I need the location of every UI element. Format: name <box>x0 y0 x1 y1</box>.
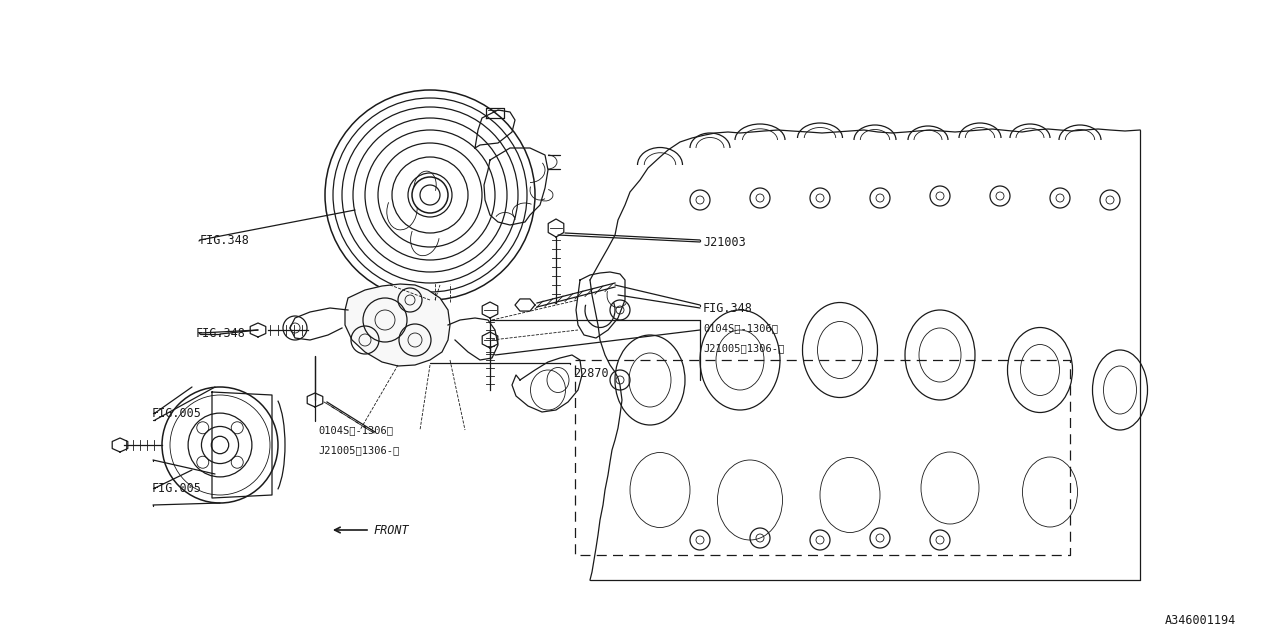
Text: 0104S（-1306）: 0104S（-1306） <box>703 323 778 333</box>
Text: FIG.005: FIG.005 <box>152 406 202 419</box>
Polygon shape <box>346 284 451 366</box>
Text: 0104S（-1306）: 0104S（-1306） <box>317 425 393 435</box>
Text: J21005（1306-）: J21005（1306-） <box>703 343 785 353</box>
Text: A346001194: A346001194 <box>1165 614 1236 627</box>
Text: FIG.348: FIG.348 <box>200 234 250 246</box>
Text: FIG.348: FIG.348 <box>196 326 246 339</box>
Text: J21003: J21003 <box>703 236 746 248</box>
Text: FIG.348: FIG.348 <box>703 301 753 314</box>
Text: FRONT: FRONT <box>372 524 408 536</box>
Text: 22870: 22870 <box>573 367 608 380</box>
Text: J21005（1306-）: J21005（1306-） <box>317 445 399 455</box>
Text: FIG.005: FIG.005 <box>152 481 202 495</box>
